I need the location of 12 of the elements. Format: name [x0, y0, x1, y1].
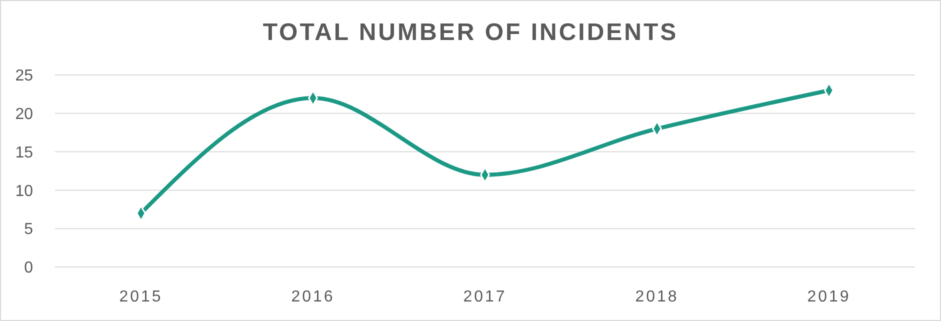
x-tick-label: 2015: [119, 288, 163, 306]
y-tick-label: 25: [15, 68, 34, 85]
chart-title: TOTAL NUMBER OF INCIDENTS: [262, 19, 678, 46]
x-tick-label: 2019: [807, 288, 851, 306]
x-tick-label: 2018: [635, 288, 679, 306]
y-tick-label: 10: [15, 182, 34, 200]
x-tick-label: 2017: [463, 288, 507, 306]
y-tick-label: 0: [24, 260, 34, 277]
y-tick-label: 5: [24, 221, 34, 238]
y-tick-label: 20: [15, 106, 34, 123]
x-tick-label: 2016: [291, 288, 335, 306]
y-tick-label: 15: [15, 144, 34, 162]
